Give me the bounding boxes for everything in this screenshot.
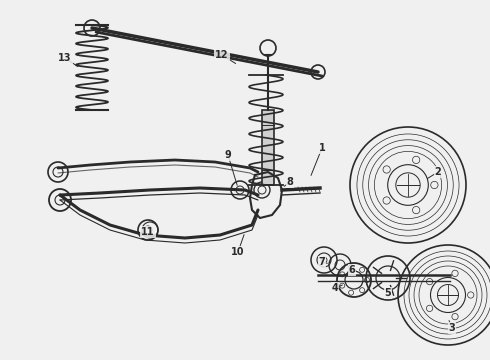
- Text: 9: 9: [224, 150, 231, 160]
- Text: 4: 4: [332, 283, 339, 293]
- Text: 7: 7: [318, 257, 325, 267]
- Text: 10: 10: [231, 247, 245, 257]
- Text: 3: 3: [449, 323, 455, 333]
- Text: 13: 13: [58, 53, 72, 63]
- Text: 8: 8: [287, 177, 294, 187]
- Text: 6: 6: [348, 265, 355, 275]
- Text: 11: 11: [141, 227, 155, 237]
- Text: 1: 1: [318, 143, 325, 153]
- FancyBboxPatch shape: [262, 110, 274, 185]
- Text: 2: 2: [435, 167, 441, 177]
- Text: 12: 12: [215, 50, 229, 60]
- Text: 5: 5: [385, 288, 392, 298]
